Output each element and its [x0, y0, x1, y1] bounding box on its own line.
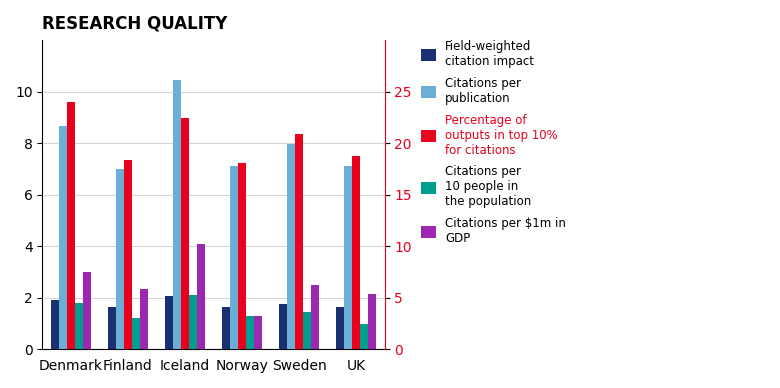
Bar: [303, 312, 311, 349]
Bar: [51, 300, 59, 349]
Bar: [238, 163, 246, 349]
Bar: [344, 166, 353, 349]
Bar: [254, 316, 262, 349]
Bar: [173, 80, 181, 349]
Text: RESEARCH QUALITY: RESEARCH QUALITY: [42, 15, 228, 33]
Bar: [360, 324, 368, 349]
Legend: Field-weighted
citation impact, Citations per
publication, Percentage of
outputs: Field-weighted citation impact, Citation…: [421, 40, 566, 245]
Bar: [246, 316, 254, 349]
Bar: [295, 134, 303, 349]
Bar: [83, 272, 90, 349]
Bar: [116, 169, 124, 349]
Bar: [311, 285, 319, 349]
Bar: [353, 156, 360, 349]
Bar: [230, 166, 238, 349]
Bar: [59, 126, 67, 349]
Bar: [222, 307, 230, 349]
Bar: [140, 289, 148, 349]
Bar: [124, 159, 132, 349]
Bar: [132, 319, 140, 349]
Bar: [197, 244, 205, 349]
Bar: [368, 294, 376, 349]
Bar: [287, 144, 295, 349]
Bar: [75, 303, 83, 349]
Bar: [189, 295, 197, 349]
Bar: [279, 304, 287, 349]
Bar: [181, 118, 189, 349]
Bar: [336, 307, 344, 349]
Bar: [67, 102, 75, 349]
Bar: [165, 296, 173, 349]
Bar: [108, 307, 116, 349]
